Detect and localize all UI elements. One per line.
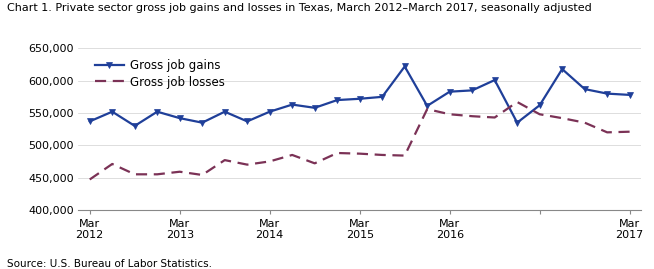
Gross job gains — [109, 110, 116, 113]
Gross job gains — [603, 92, 611, 95]
Gross job losses — [109, 162, 116, 166]
Line: Gross job losses: Gross job losses — [90, 102, 630, 179]
Gross job gains — [86, 120, 94, 123]
Gross job losses — [266, 160, 273, 163]
Gross job gains — [198, 121, 206, 124]
Gross job losses — [221, 158, 229, 162]
Gross job losses — [603, 131, 611, 134]
Gross job gains — [513, 121, 521, 124]
Gross job losses — [581, 121, 589, 124]
Text: Chart 1. Private sector gross job gains and losses in Texas, March 2012–March 20: Chart 1. Private sector gross job gains … — [7, 3, 591, 13]
Gross job gains — [153, 110, 161, 113]
Gross job losses — [490, 116, 498, 119]
Line: Gross job gains: Gross job gains — [87, 64, 632, 129]
Gross job losses — [513, 100, 521, 104]
Gross job losses — [131, 173, 139, 176]
Gross job losses — [536, 113, 543, 116]
Gross job losses — [423, 108, 431, 111]
Gross job gains — [356, 97, 364, 100]
Gross job gains — [559, 68, 566, 71]
Gross job gains — [490, 79, 498, 82]
Gross job gains — [468, 89, 476, 92]
Gross job gains — [536, 104, 543, 107]
Gross job losses — [401, 154, 409, 157]
Gross job losses — [626, 130, 634, 133]
Gross job gains — [378, 95, 386, 98]
Legend: Gross job gains, Gross job losses: Gross job gains, Gross job losses — [90, 54, 230, 93]
Gross job losses — [243, 163, 251, 166]
Text: Source: U.S. Bureau of Labor Statistics.: Source: U.S. Bureau of Labor Statistics. — [7, 259, 211, 269]
Gross job gains — [581, 87, 589, 91]
Gross job losses — [378, 153, 386, 157]
Gross job losses — [468, 115, 476, 118]
Gross job losses — [559, 116, 566, 120]
Gross job gains — [266, 110, 273, 113]
Gross job gains — [288, 103, 296, 106]
Gross job gains — [311, 106, 318, 109]
Gross job losses — [198, 173, 206, 176]
Gross job losses — [176, 170, 184, 173]
Gross job gains — [221, 110, 229, 113]
Gross job gains — [243, 120, 251, 123]
Gross job gains — [446, 90, 454, 93]
Gross job losses — [334, 151, 341, 155]
Gross job losses — [356, 152, 364, 155]
Gross job gains — [423, 104, 431, 108]
Gross job gains — [131, 124, 139, 128]
Gross job gains — [176, 116, 184, 120]
Gross job losses — [311, 162, 318, 165]
Gross job losses — [86, 178, 94, 181]
Gross job losses — [153, 173, 161, 176]
Gross job gains — [334, 98, 341, 102]
Gross job gains — [401, 65, 409, 68]
Gross job gains — [626, 93, 634, 97]
Gross job losses — [288, 153, 296, 157]
Gross job losses — [446, 113, 454, 116]
